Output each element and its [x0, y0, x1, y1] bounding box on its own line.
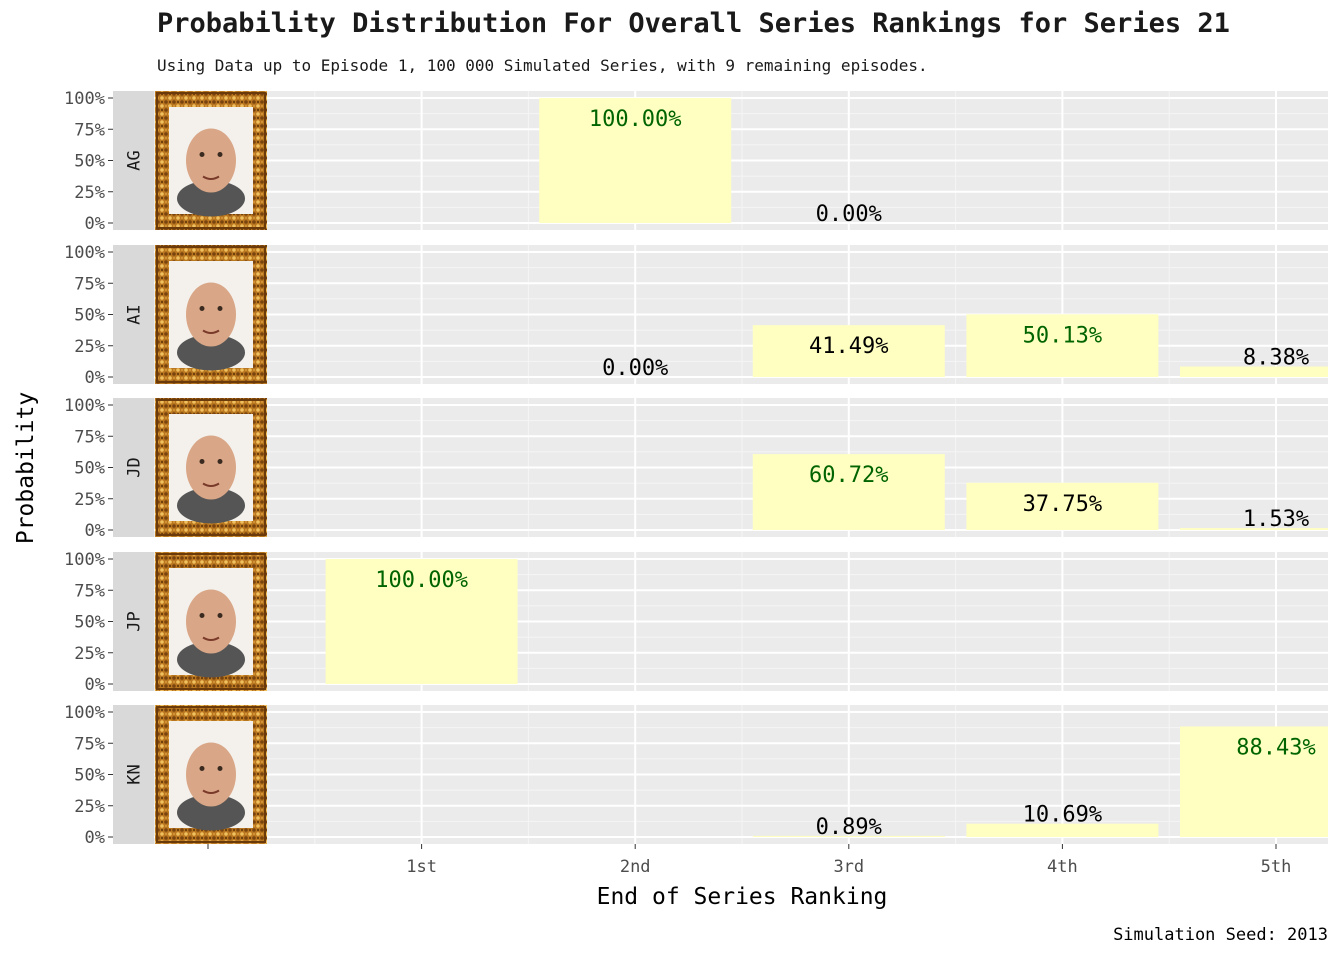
contestant-portrait	[155, 245, 267, 384]
bar-value-label: 50.13%	[1023, 323, 1102, 348]
x-tick-label: 1st	[406, 857, 437, 877]
chart-subtitle: Using Data up to Episode 1, 100 000 Simu…	[157, 56, 928, 75]
y-tick-label: 50%	[74, 613, 105, 633]
contestant-portrait	[155, 552, 267, 691]
x-tick-label: 2nd	[620, 857, 651, 877]
x-axis-title: End of Series Ranking	[597, 884, 888, 910]
facet-strip	[113, 91, 154, 230]
y-tick-label: 100%	[64, 550, 105, 570]
y-axis-title: Probability	[13, 392, 39, 544]
bar	[966, 482, 1159, 530]
y-tick-label: 75%	[74, 581, 105, 601]
y-tick-label: 75%	[74, 734, 105, 754]
panel-jp: JP 0% 25% 50% 75% 100% 100.00%	[64, 550, 1328, 695]
y-tick-label: 0%	[85, 521, 105, 541]
bar-value-label: 0.00%	[816, 202, 882, 227]
facet-label: KN	[125, 764, 145, 784]
y-tick-label: 0%	[85, 368, 105, 388]
bar-value-label: 60.72%	[809, 463, 888, 488]
y-tick-label: 25%	[74, 183, 105, 203]
facet-strip	[113, 398, 154, 537]
x-tick-label: 3rd	[833, 857, 864, 877]
y-tick-label: 50%	[74, 766, 105, 786]
bar	[966, 314, 1159, 377]
y-tick-label: 25%	[74, 644, 105, 664]
facet-label: JD	[125, 457, 145, 477]
panel-kn: KN 0% 25% 50% 75% 100% 0.89% 10.69% 88.43%	[64, 703, 1328, 848]
panel-jd: JD 0% 25% 50% 75% 100% 60.72% 37.75% 1.53%	[64, 396, 1328, 541]
bar-value-label: 37.75%	[1023, 492, 1102, 517]
y-tick-label: 25%	[74, 490, 105, 510]
contestant-portrait	[155, 705, 267, 844]
y-tick-label: 75%	[74, 427, 105, 447]
y-tick-label: 50%	[74, 306, 105, 326]
bar-value-label: 10.69%	[1023, 803, 1102, 828]
bar	[1180, 366, 1328, 377]
y-tick-label: 0%	[85, 675, 105, 695]
bar-value-label: 100.00%	[375, 568, 468, 593]
y-tick-label: 75%	[74, 120, 105, 140]
x-tick-label: 5th	[1261, 857, 1292, 877]
y-tick-label: 0%	[85, 214, 105, 234]
bar	[966, 823, 1159, 837]
bar	[752, 454, 945, 530]
y-tick-label: 100%	[64, 703, 105, 723]
bar-value-label: 100.00%	[589, 107, 682, 132]
panel-ag: AG 0% 25% 50% 75% 100% 100.00% 0.00%	[64, 89, 1328, 234]
facet-label: AG	[125, 150, 145, 170]
y-tick-label: 100%	[64, 89, 105, 109]
facet-label: JP	[125, 611, 145, 631]
bar	[539, 98, 732, 223]
bar	[752, 325, 945, 377]
bar	[752, 835, 945, 837]
y-tick-label: 100%	[64, 396, 105, 416]
bar	[1180, 726, 1328, 837]
bar-value-label: 8.38%	[1243, 346, 1309, 371]
bar-value-label: 0.89%	[816, 815, 882, 840]
panel-ai: AI 0% 25% 50% 75% 100% 0.00% 41.49% 50.13% 8.38%	[64, 243, 1328, 388]
chart-title: Probability Distribution For Overall Ser…	[157, 8, 1230, 39]
facet-strip	[113, 552, 154, 691]
y-tick-label: 50%	[74, 152, 105, 172]
y-tick-label: 0%	[85, 828, 105, 848]
bar	[1180, 528, 1328, 530]
bar-value-label: 41.49%	[809, 334, 888, 359]
bar	[325, 559, 518, 684]
contestant-portrait	[155, 91, 267, 230]
x-tick-label: 4th	[1047, 857, 1078, 877]
facet-strip	[113, 705, 154, 844]
y-tick-label: 75%	[74, 274, 105, 294]
facet-label: AI	[125, 304, 145, 324]
facet-strip	[113, 245, 154, 384]
y-tick-label: 25%	[74, 337, 105, 357]
y-tick-label: 100%	[64, 243, 105, 263]
caption: Simulation Seed: 2013	[1113, 925, 1328, 945]
contestant-portrait	[155, 398, 267, 537]
bar-value-label: 0.00%	[602, 356, 668, 381]
bar-value-label: 88.43%	[1236, 735, 1315, 760]
bar-value-label: 1.53%	[1243, 507, 1309, 532]
y-tick-label: 50%	[74, 459, 105, 479]
y-tick-label: 25%	[74, 797, 105, 817]
